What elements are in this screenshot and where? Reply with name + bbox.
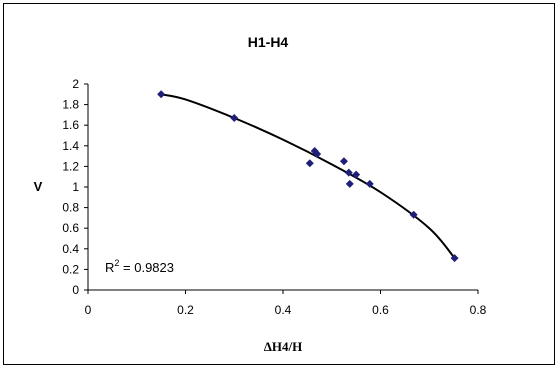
chart-title: H1-H4 <box>248 34 289 50</box>
y-tick-label: 1 <box>72 180 79 194</box>
data-point <box>344 168 353 177</box>
chart-frame: H1-H4 0 0.2 0.4 0.6 0.8 1 1.2 1.4 1.6 1.8 2 0 0.2 0.… <box>3 3 555 365</box>
y-tick-label: 0.2 <box>62 262 79 276</box>
data-point <box>230 113 239 122</box>
x-tick-label: 0.4 <box>275 303 292 317</box>
r-squared-annotation: R2 = 0.9823 <box>105 258 174 275</box>
x-ticks: 0 0.2 0.4 0.6 0.8 <box>85 290 487 317</box>
y-tick-label: 1.2 <box>62 159 79 173</box>
data-point <box>313 150 322 159</box>
r-squared-r: R <box>105 260 114 275</box>
y-tick-label: 1.8 <box>62 98 79 112</box>
y-tick-label: 1.4 <box>62 139 79 153</box>
data-point <box>352 170 361 179</box>
x-tick-label: 0.8 <box>470 303 487 317</box>
data-point <box>345 179 354 188</box>
x-tick-label: 0.6 <box>372 303 389 317</box>
x-axis-label: ΔH4/H <box>264 339 303 354</box>
y-tick-label: 0.4 <box>62 242 79 256</box>
y-tick-label: 2 <box>72 77 79 91</box>
data-points <box>157 90 459 263</box>
data-point <box>305 159 314 168</box>
y-axis-label: V <box>34 179 43 194</box>
x-tick-label: 0 <box>85 303 92 317</box>
y-tick-label: 0.6 <box>62 221 79 235</box>
data-point <box>157 90 166 99</box>
y-tick-label: 1.6 <box>62 118 79 132</box>
y-tick-label: 0 <box>72 283 79 297</box>
y-ticks: 0 0.2 0.4 0.6 0.8 1 1.2 1.4 1.6 1.8 2 <box>62 77 88 297</box>
x-tick-label: 0.2 <box>177 303 194 317</box>
data-point <box>339 157 348 166</box>
r-squared-sup: 2 <box>114 258 119 268</box>
data-point <box>450 254 459 263</box>
scatter-chart: H1-H4 0 0.2 0.4 0.6 0.8 1 1.2 1.4 1.6 1.8 2 0 0.2 0.… <box>34 34 487 354</box>
r-squared-value: = 0.9823 <box>119 260 174 275</box>
data-point <box>409 210 418 219</box>
y-tick-label: 0.8 <box>62 201 79 215</box>
data-point <box>365 179 374 188</box>
trendline <box>160 93 456 259</box>
